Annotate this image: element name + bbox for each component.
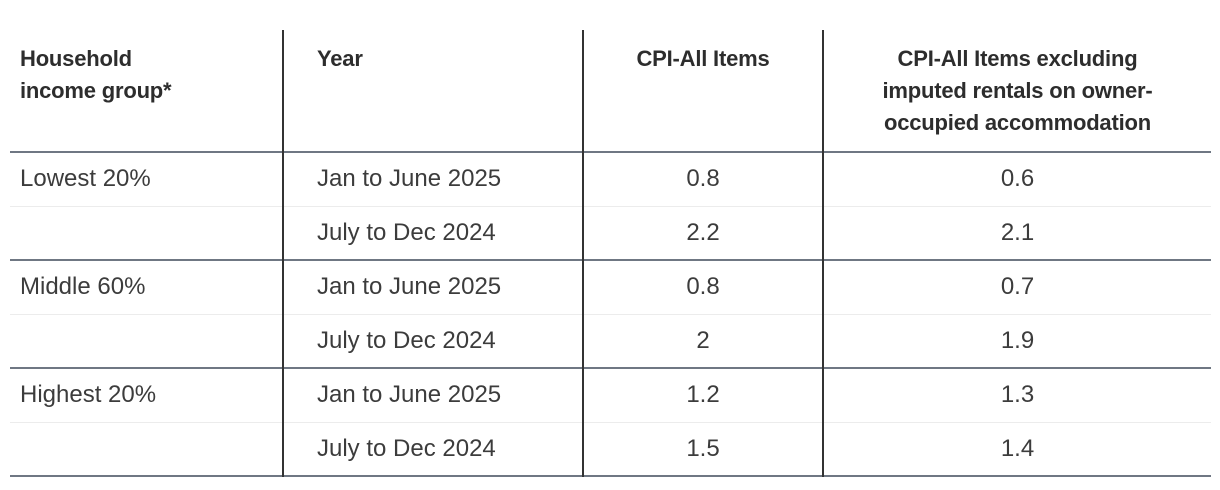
cell-cpi-excluding: 2.1 — [822, 206, 1211, 260]
cell-income-group: Middle 60% — [20, 273, 146, 301]
cpi-income-group-table: Household income group* Year CPI-All Ite… — [10, 30, 1211, 477]
header-household-income-group-label: Household income group* — [20, 46, 172, 103]
cell-year: Jan to June 2025 — [282, 368, 583, 422]
cell-cpi-all-items: 2 — [582, 314, 823, 368]
cell-cpi-all-items: 1.5 — [582, 422, 823, 476]
header-household-income-group: Household income group* — [10, 30, 283, 152]
cell-cpi-all-items: 2.2 — [582, 206, 823, 260]
cell-cpi-excluding: 0.7 — [822, 260, 1211, 314]
header-year: Year — [282, 30, 583, 152]
cell-year: July to Dec 2024 — [282, 314, 583, 368]
cell-income-group — [10, 206, 283, 260]
header-cpi-all-items: CPI-All Items — [582, 30, 823, 152]
cell-income-group: Lowest 20% — [20, 165, 151, 193]
cell-cpi-all-items: 1.2 — [582, 368, 823, 422]
cell-year: July to Dec 2024 — [282, 422, 583, 476]
cell-year: Jan to June 2025 — [282, 152, 583, 206]
cell-cpi-excluding: 0.6 — [822, 152, 1211, 206]
cell-cpi-excluding: 1.3 — [822, 368, 1211, 422]
cell-income-group — [10, 314, 283, 368]
table-row-middle60-jan-june-2025: Middle 60% Jan to June 2025 0.8 0.7 — [10, 260, 1211, 314]
cell-cpi-all-items: 0.8 — [582, 260, 823, 314]
cell-cpi-all-items: 0.8 — [582, 152, 823, 206]
cell-income-group — [10, 422, 283, 476]
header-cpi-excluding-imputed-rentals-label: CPI-All Items excluding imputed rentals … — [882, 46, 1153, 135]
cell-year: Jan to June 2025 — [282, 260, 583, 314]
table-row-middle60-july-dec-2024: July to Dec 2024 2 1.9 — [10, 314, 1211, 368]
table-row-highest20-jan-june-2025: Highest 20% Jan to June 2025 1.2 1.3 — [10, 368, 1211, 422]
cell-cpi-excluding: 1.9 — [822, 314, 1211, 368]
table-row-lowest20-jan-june-2025: Lowest 20% Jan to June 2025 0.8 0.6 — [10, 152, 1211, 206]
table-row-highest20-july-dec-2024: July to Dec 2024 1.5 1.4 — [10, 422, 1211, 476]
header-cpi-excluding-imputed-rentals: CPI-All Items excluding imputed rentals … — [822, 30, 1211, 152]
cell-year: July to Dec 2024 — [282, 206, 583, 260]
header-row: Household income group* Year CPI-All Ite… — [10, 30, 1211, 152]
cell-income-group: Highest 20% — [20, 381, 157, 409]
cell-cpi-excluding: 1.4 — [822, 422, 1211, 476]
table-row-lowest20-july-dec-2024: July to Dec 2024 2.2 2.1 — [10, 206, 1211, 260]
